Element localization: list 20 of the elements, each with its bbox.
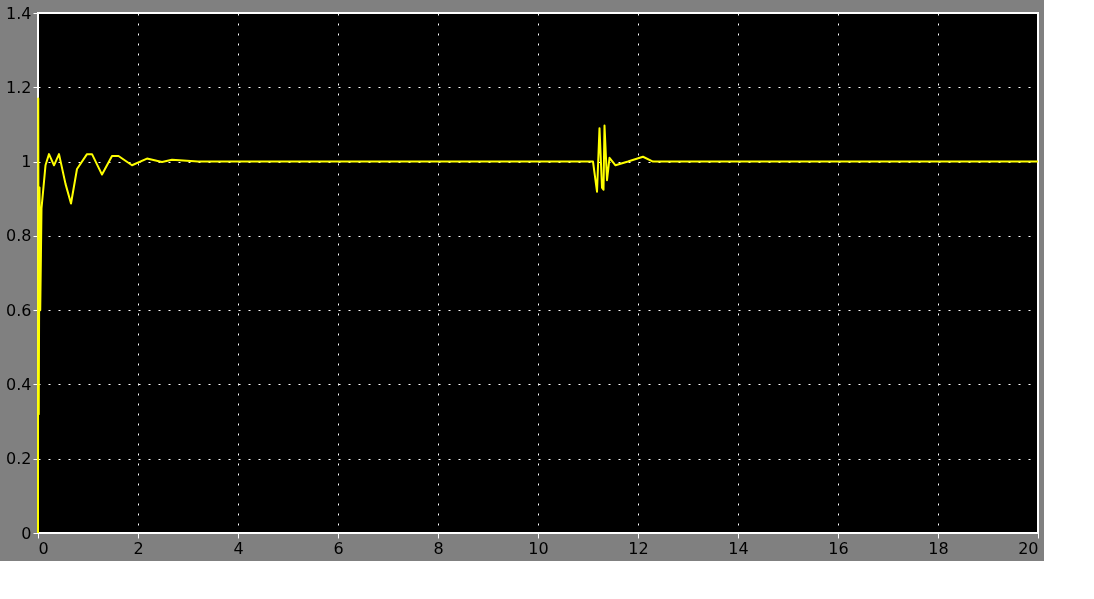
y-tick-label: 0.6 xyxy=(6,300,32,320)
y-tick-label: 1.4 xyxy=(6,3,32,23)
x-tick-label: 16 xyxy=(828,538,849,558)
y-tick-label: 0.2 xyxy=(6,449,32,469)
x-tick-label: 20 xyxy=(1018,538,1039,558)
x-tick-label: 8 xyxy=(433,538,444,558)
y-tick-label: 1.2 xyxy=(6,77,32,97)
x-tick-label: 10 xyxy=(528,538,549,558)
x-tick-label: 6 xyxy=(333,538,344,558)
y-tick-label: 0 xyxy=(21,523,32,543)
x-tick-label: 0 xyxy=(38,538,49,558)
x-tick-label: 4 xyxy=(233,538,244,558)
line-series xyxy=(37,97,1039,534)
x-tick-label: 14 xyxy=(728,538,749,558)
x-tick-label: 2 xyxy=(133,538,144,558)
y-tick-label: 0.4 xyxy=(6,374,32,394)
y-tick-label: 0.8 xyxy=(6,226,32,246)
y-tick-label: 1 xyxy=(21,152,32,172)
x-tick-label: 18 xyxy=(928,538,949,558)
x-tick-label: 12 xyxy=(628,538,649,558)
